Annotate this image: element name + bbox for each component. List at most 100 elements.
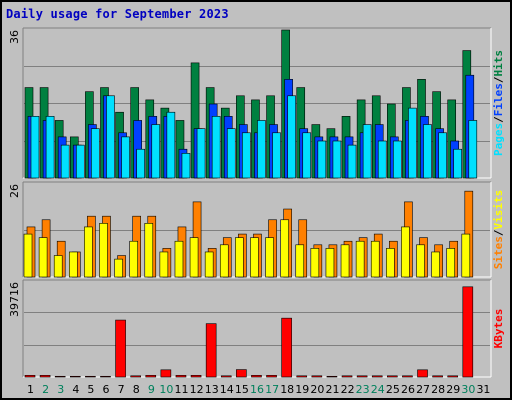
sites-bar [280,219,289,278]
visits-legend-sites: Sites [492,236,505,269]
x-day-label: 21 [325,383,339,396]
sites-bar [265,237,274,278]
pages-bar [151,124,161,179]
kbytes-bar [24,375,36,378]
sites-bar [53,255,63,278]
pages-bar [453,148,463,179]
x-day-label: 17 [265,383,279,396]
x-day-label: 4 [72,383,79,396]
kbytes-bar [69,375,81,378]
x-day-label: 19 [295,383,309,396]
hits-legend-hits: Hits [492,50,505,77]
hits-legend-pages: Pages [492,123,505,156]
kbytes-bar [205,323,217,378]
kbytes-bar [115,319,126,378]
x-day-label: 30 [461,383,475,396]
pages-bar [242,132,251,179]
sites-bar [370,240,380,278]
pages-bar [332,140,342,179]
chart-title: Daily usage for September 2023 [6,7,229,21]
sites-bar [416,244,425,278]
kbytes-legend-kbytes: KBytes [492,309,505,349]
x-day-label: 2 [42,383,49,396]
sites-bar [386,248,395,278]
pages-bar [302,132,312,179]
kbytes-bar [387,375,398,378]
kbytes-bar [175,375,187,378]
kbytes-bar [220,375,232,378]
x-day-label: 22 [341,383,355,396]
pages-bar [60,144,70,179]
kbytes-bar [402,375,413,378]
sites-bar [355,240,365,278]
pages-bar [257,120,266,179]
hits-ymax-label: 36 [8,30,21,44]
x-day-label: 6 [103,383,110,396]
kbytes-bar [85,375,96,378]
sites-bar [114,258,123,278]
x-day-label: 29 [446,383,460,396]
pages-bar [377,140,387,179]
sites-bar [38,237,48,278]
kbytes-bar [281,317,292,378]
sites-bar [129,240,138,278]
kbytes-bar [447,375,459,378]
sites-bar [310,248,320,278]
x-day-label: 23 [356,383,370,396]
x-day-label: 5 [87,383,94,396]
x-day-label: 16 [250,383,264,396]
pages-bar [347,144,357,179]
kbytes-bar [311,375,323,378]
kbytes-bar [100,375,111,378]
sites-bar [144,223,154,278]
sites-bar [174,240,184,278]
x-day-label: 31 [476,383,490,396]
x-day-label: 12 [190,383,204,396]
hits-legend-separator: / [492,76,505,83]
hits-legend-separator: / [492,116,505,123]
pages-bar [272,132,281,179]
sites-bar [235,237,244,278]
pages-bar [121,136,130,179]
kbytes-bar [296,375,308,378]
pages-bar [30,116,40,179]
visits-ymax-label: 26 [8,184,21,198]
kbytes-bar [326,375,338,378]
pages-bar [317,140,327,179]
hits-legend: Pages/Files/Hits [492,50,505,156]
kbytes-bar [145,375,157,378]
pages-bar [393,140,402,179]
pages-bar [438,132,447,179]
pages-bar [166,111,176,179]
x-day-label: 20 [310,383,324,396]
visits-legend-separator: / [492,229,505,236]
x-day-label: 28 [431,383,445,396]
sites-bar [84,226,93,278]
x-day-label: 27 [416,383,430,396]
x-day-label: 18 [280,383,294,396]
kbytes-bar [266,375,277,378]
sites-bar [99,223,108,278]
sites-bar [295,244,305,278]
kbytes-panel [23,280,491,377]
x-day-label: 8 [133,383,140,396]
kbytes-bar [371,375,383,378]
pages-bar [226,128,236,179]
sites-bar [431,251,440,278]
x-day-label: 3 [57,383,64,396]
pages-bar [75,144,85,179]
sites-bar [204,251,214,278]
x-day-label: 24 [371,383,385,396]
x-day-label: 11 [175,383,189,396]
kbytes-bar [462,286,474,378]
kbytes-bar [417,369,428,378]
sites-bar [189,237,199,278]
pages-bar [181,153,191,179]
visits-legend: Sites/Visits [492,190,505,270]
kbytes-bar [251,375,262,378]
kbytes-bar [236,369,247,378]
x-day-label: 14 [220,383,234,396]
x-day-label: 9 [148,383,155,396]
pages-bar [196,128,206,179]
x-day-label: 10 [159,383,173,396]
